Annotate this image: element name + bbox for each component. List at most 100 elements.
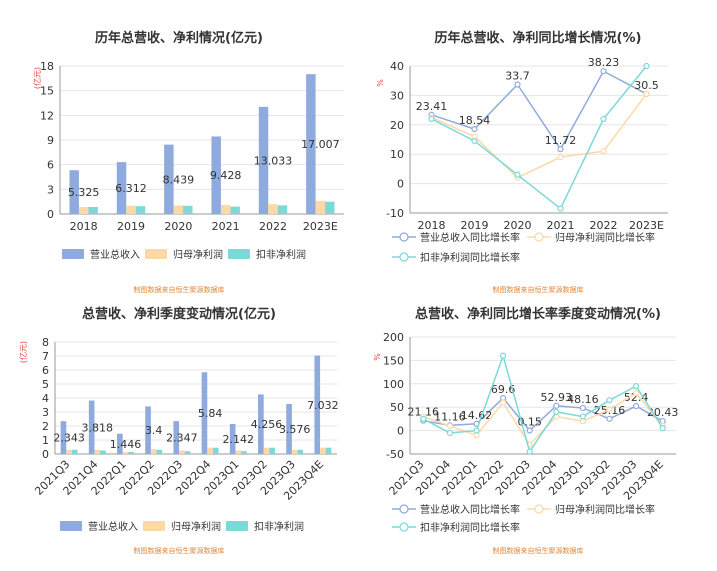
quarterly-revenue-profit-chart: 总营收、净利季度变动情况(亿元) (亿元) 0123456782021Q3202…	[18, 306, 339, 555]
bar-revenue	[145, 406, 151, 454]
bar-parent-profit	[320, 447, 326, 454]
bar-parent-profit	[315, 200, 326, 214]
data-label: 21.16	[408, 406, 440, 419]
data-point	[526, 448, 533, 455]
data-label: 5.84	[198, 407, 223, 420]
data-point	[606, 406, 613, 413]
data-point	[500, 399, 507, 406]
y-tick-label: 200	[383, 331, 404, 344]
y-tick-label: 0	[397, 178, 404, 191]
plot-area: 0 3 6 9 12 15 18 2018 2019 2020 2021 2022 2023E 5.325…	[40, 60, 344, 233]
bar-deducted-profit	[128, 451, 134, 454]
y-tick-label: 18	[40, 60, 54, 73]
bar-parent-profit	[179, 450, 185, 454]
data-point	[557, 205, 564, 212]
legend-label: 扣非净利润	[254, 520, 304, 533]
data-label: 1.446	[110, 438, 142, 451]
data-label: 9.428	[210, 169, 242, 182]
legend: 营业总收入 归母净利润 扣非净利润	[60, 520, 304, 533]
bar-revenue	[229, 424, 236, 454]
data-label: 18.54	[459, 114, 491, 127]
plot-area: -10 0 10 20 30 40 2018 2019 2020 2021 2022 2023E 23.…	[386, 56, 668, 232]
y-tick-label: 12	[40, 109, 54, 122]
unit-label: %	[373, 353, 382, 361]
legend-swatch	[143, 521, 165, 531]
legend-swatch	[60, 521, 82, 531]
data-label: 2.343	[53, 432, 85, 445]
series-line-revenue	[423, 396, 664, 432]
y-tick-label: 0	[397, 425, 404, 438]
y-tick-label: -50	[386, 448, 404, 461]
series-line-parent-profit	[431, 93, 648, 179]
data-label: 13.033	[254, 154, 293, 167]
bar-parent-profit	[207, 447, 213, 454]
data-point	[420, 415, 427, 422]
data-point	[500, 352, 507, 359]
bar-deducted-profit	[277, 205, 288, 214]
x-tick-label: 2022	[259, 220, 287, 233]
series-line-deducted-profit	[431, 65, 648, 210]
legend: 营业总收入 归母净利润 扣非净利润	[62, 248, 306, 261]
legend-marker	[399, 232, 409, 242]
bar-deducted-profit	[135, 206, 146, 214]
annual-growth-chart: 历年总营收、净利同比增长情况(%) % -10 0 10 20 30 40 2018 2019…	[376, 30, 668, 294]
bar-revenue	[116, 162, 127, 214]
chart-title: 历年总营收、净利情况(亿元)	[95, 30, 263, 46]
x-tick-label: 2023E	[629, 219, 664, 232]
bar-revenue	[69, 170, 79, 214]
bar-parent-profit	[122, 451, 129, 454]
y-tick-label: 3	[42, 406, 49, 419]
unit-label: (亿元)	[18, 341, 28, 363]
bar-revenue	[201, 372, 208, 454]
data-label: 2.142	[223, 433, 255, 446]
y-tick-label: 6	[42, 364, 49, 377]
bar-revenue	[258, 106, 269, 214]
data-label: 48.16	[567, 393, 599, 406]
data-label: 33.7	[505, 70, 530, 83]
data-point	[606, 397, 613, 404]
bar-revenue	[164, 144, 174, 214]
bar-deducted-profit	[183, 205, 193, 214]
legend-swatch	[228, 249, 250, 259]
bar-deducted-profit	[184, 451, 191, 454]
data-point	[553, 402, 560, 409]
y-tick-label: 8	[42, 336, 49, 349]
bar-parent-profit	[268, 204, 278, 214]
legend-label: 归母净利润同比增长率	[555, 503, 655, 516]
plot-area: 0123456782021Q32021Q42022Q12022Q22022Q32…	[32, 336, 338, 503]
y-tick-label: 2	[42, 420, 49, 433]
source-note: 制图数据来自恒生聚源数据库	[134, 546, 225, 555]
legend-label: 归母净利润	[171, 520, 221, 533]
y-tick-label: 100	[383, 378, 404, 391]
x-tick-label: 2021	[547, 219, 575, 232]
unit-label: (亿元)	[32, 67, 42, 89]
x-tick-label: 2022	[590, 219, 618, 232]
bar-deducted-profit	[297, 449, 304, 454]
legend-swatch	[62, 249, 84, 259]
y-tick-label: -10	[386, 207, 404, 220]
y-tick-label: 15	[40, 85, 54, 98]
data-point	[526, 427, 533, 434]
legend-label: 扣非净利润同比增长率	[420, 251, 520, 264]
y-tick-label: 10	[390, 148, 404, 161]
chart-title: 总营收、净利同比增长率季度变动情况(%)	[415, 306, 661, 322]
data-point	[643, 90, 650, 98]
x-tick-label: 2020	[504, 219, 532, 232]
data-point	[446, 429, 453, 437]
data-point	[473, 427, 480, 434]
y-tick-label: 5	[42, 378, 49, 391]
bar-parent-profit	[78, 207, 89, 214]
y-tick-label: 30	[390, 89, 404, 102]
x-tick-label: 2019	[117, 220, 145, 233]
data-label: 17.007	[301, 138, 340, 151]
x-tick-label: 2020	[164, 220, 192, 233]
y-tick-label: 0	[47, 208, 54, 221]
legend-label: 营业总收入	[88, 520, 138, 533]
legend-swatch	[226, 521, 248, 531]
data-point	[446, 422, 453, 430]
data-point	[643, 62, 650, 70]
chart-title: 历年总营收、净利同比增长情况(%)	[435, 30, 642, 46]
bar-revenue	[88, 400, 95, 454]
data-point	[471, 125, 478, 133]
